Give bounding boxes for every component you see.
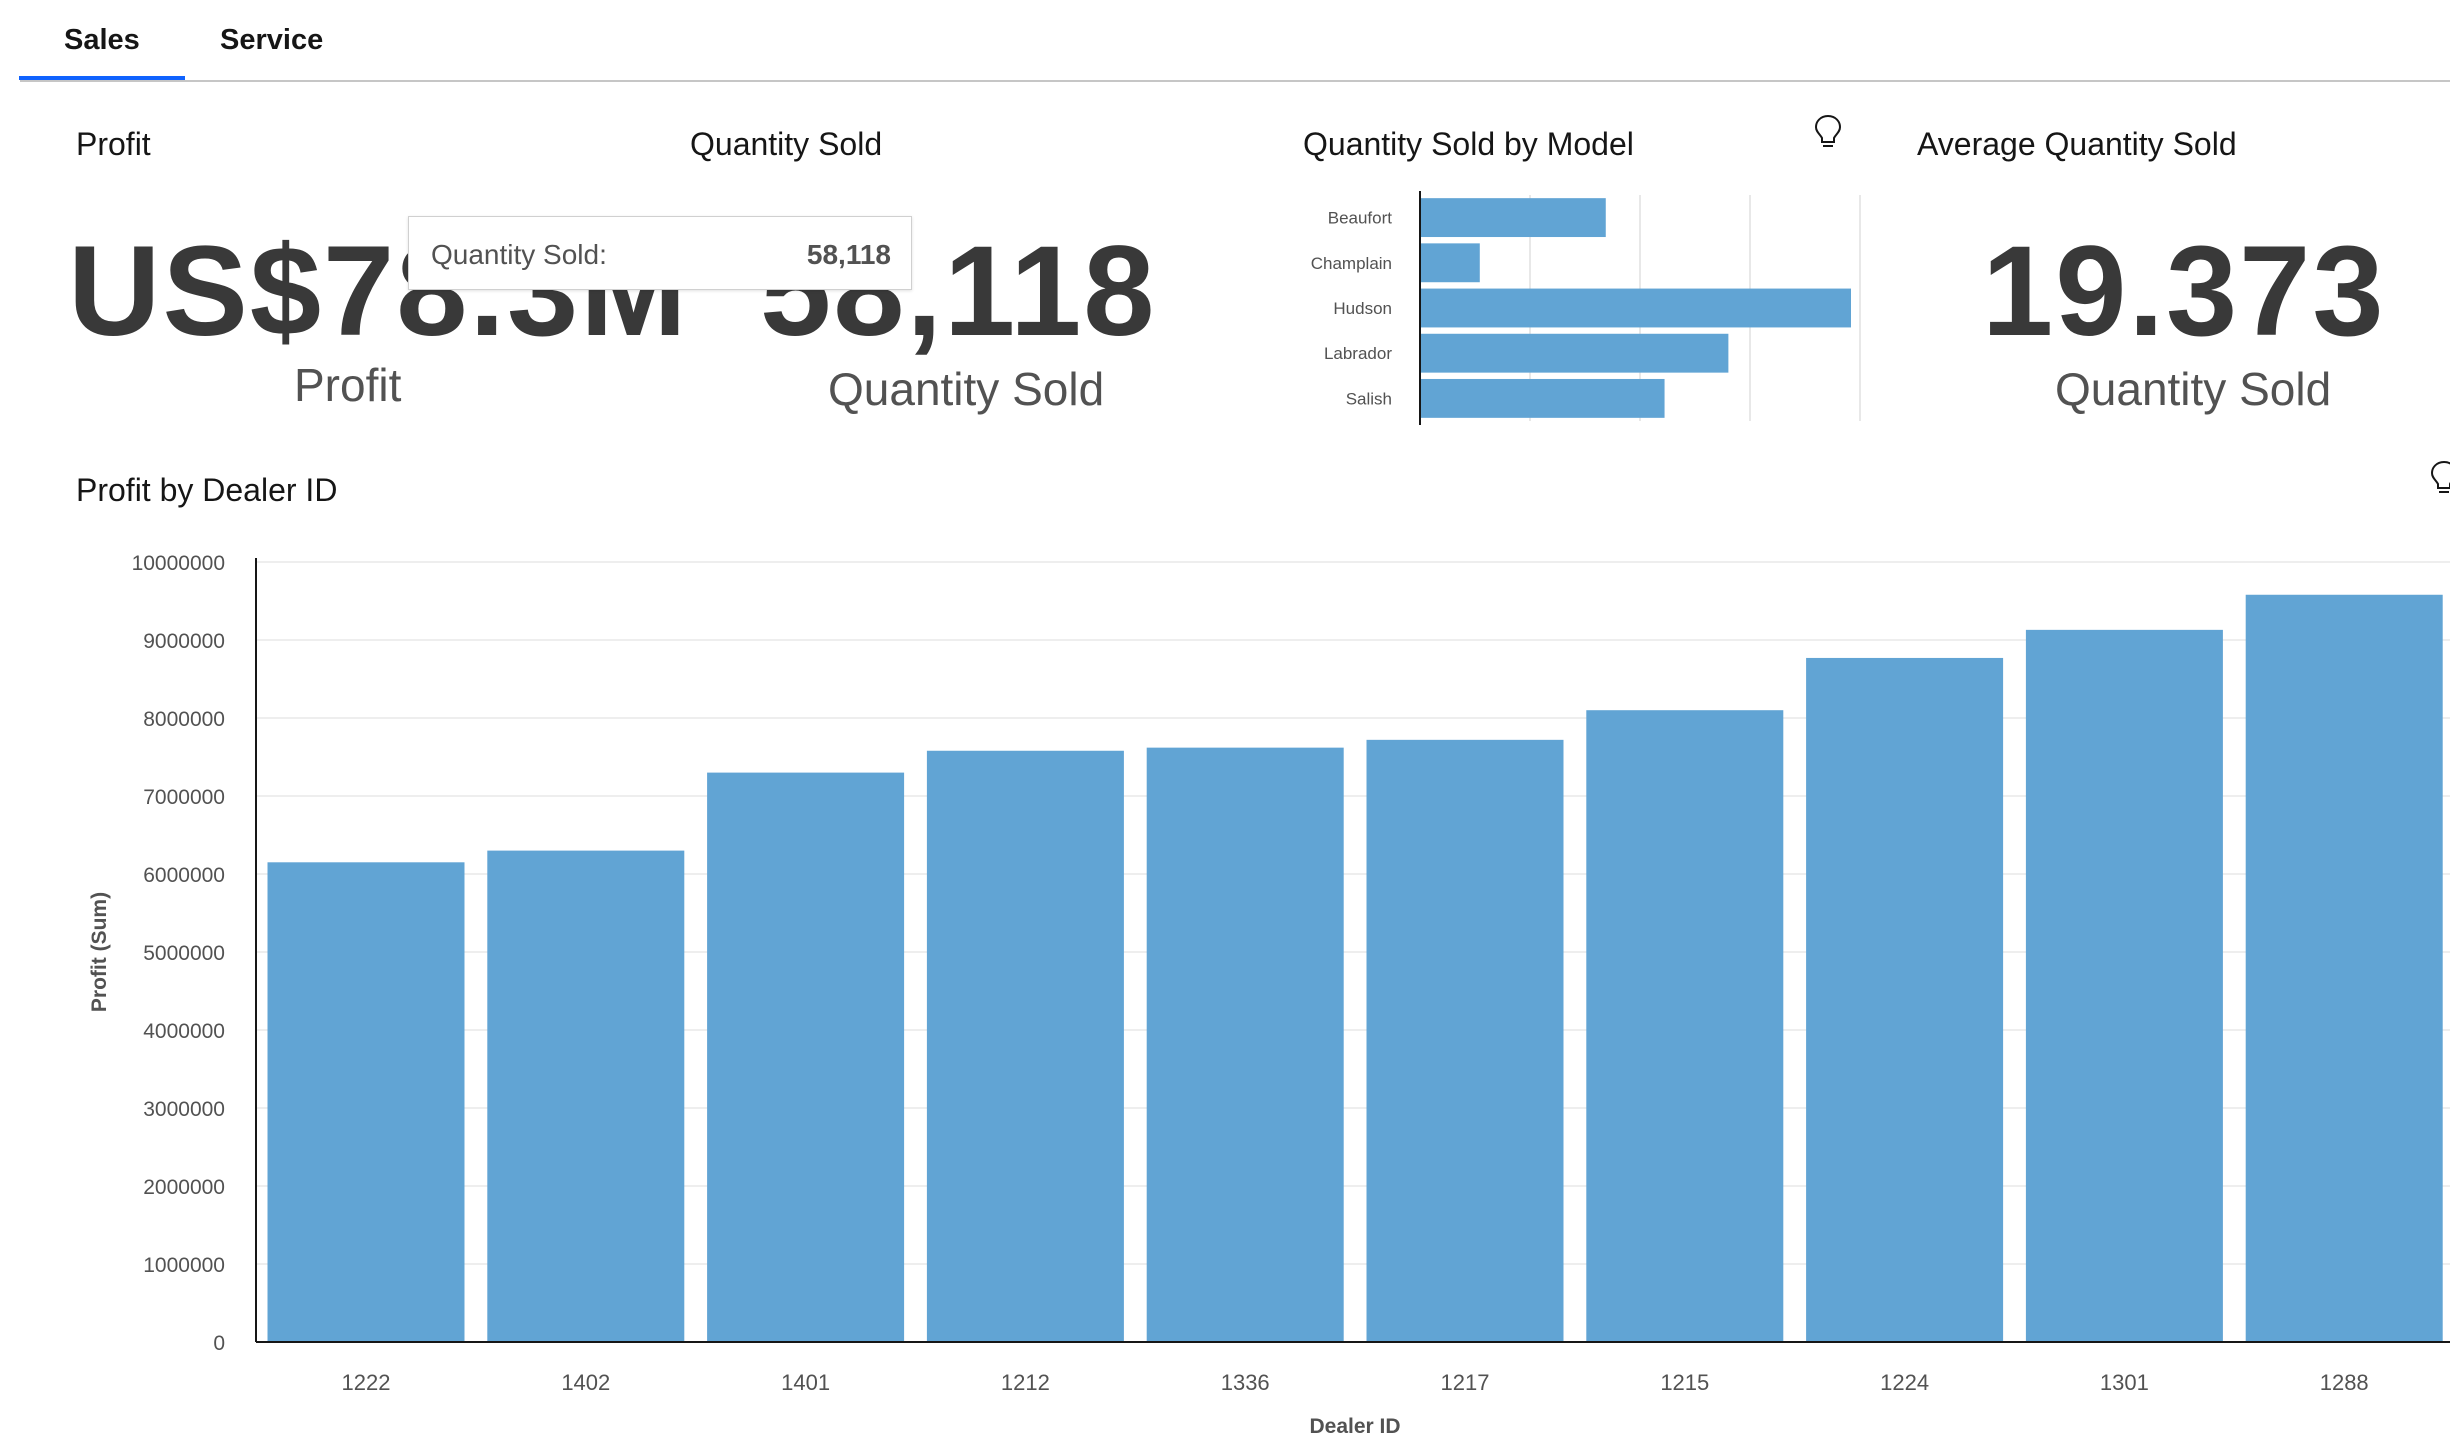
category-label: Hudson [1333,299,1392,318]
average-value: 19.373 [1982,220,2386,363]
y-tick-label: 7000000 [143,786,225,809]
x-tick-label: 1336 [1221,1370,1270,1395]
bar-beaufort [1421,198,1606,238]
by-model-card-title: Quantity Sold by Model [1303,126,1634,162]
tab-bar: Sales Service [19,0,2450,82]
lightbulb-icon[interactable] [2426,458,2450,498]
y-tick-label: 8000000 [143,708,225,731]
tooltip: Quantity Sold: 58,118 [408,216,912,290]
average-label: Quantity Sold [2055,363,2332,415]
category-label: Champlain [1311,254,1392,273]
profit-by-dealer-chart: 0 1000000 2000000 3000000 4000000 5000000 6000… [88,552,2450,1438]
y-tick-label: 4000000 [143,1020,225,1043]
bar-champlain [1421,243,1480,283]
bar-dealer-1217 [1366,739,1564,1342]
category-label: Salish [1346,389,1392,408]
profit-card-title: Profit [76,126,151,162]
x-tick-label: 1212 [1001,1370,1050,1395]
category-label: Labrador [1324,344,1392,363]
quantity-by-model-chart: Beaufort Champlain Hudson Labrador Salish [1311,191,1861,425]
y-tick-label: 2000000 [143,1176,225,1199]
x-tick-label: 1215 [1660,1370,1709,1395]
bar-dealer-1215 [1586,710,1784,1342]
bar-dealer-1402 [487,850,685,1342]
y-axis-title: Profit (Sum) [88,892,111,1012]
x-tick-label: 1288 [2320,1370,2369,1395]
bar-labrador [1421,333,1729,373]
y-tick-label: 5000000 [143,942,225,965]
x-tick-label: 1222 [342,1370,391,1395]
x-tick-label: 1402 [561,1370,610,1395]
bar-salish [1421,378,1665,418]
quantity-card-title: Quantity Sold [690,126,883,162]
tooltip-label: Quantity Sold: [431,239,607,270]
y-tick-label: 10000000 [132,552,225,575]
bar-dealer-1212 [926,750,1124,1342]
quantity-label: Quantity Sold [828,363,1105,415]
y-tick-label: 0 [213,1332,225,1355]
bar-dealer-1401 [707,772,905,1342]
dealer-card-title: Profit by Dealer ID [76,472,338,508]
bar-dealer-1301 [2025,629,2223,1342]
tooltip-value: 58,118 [806,239,891,270]
category-label: Beaufort [1328,209,1393,228]
y-tick-label: 9000000 [143,630,225,653]
x-tick-label: 1301 [2100,1370,2149,1395]
bar-dealer-1224 [1806,657,2004,1342]
tab-service[interactable]: Service [220,24,324,56]
y-tick-label: 6000000 [143,864,225,887]
y-tick-label: 1000000 [143,1254,225,1277]
bar-dealer-1222 [267,862,465,1342]
x-tick-label: 1224 [1880,1370,1929,1395]
y-tick-label: 3000000 [143,1098,225,1121]
bar-dealer-1288 [2245,594,2443,1342]
average-card-title: Average Quantity Sold [1917,126,2237,162]
tab-sales[interactable]: Sales [19,24,185,80]
bar-dealer-1336 [1146,747,1344,1342]
lightbulb-icon[interactable] [1810,112,1846,152]
x-axis-title: Dealer ID [1309,1415,1400,1438]
x-tick-label: 1401 [781,1370,830,1395]
profit-label: Profit [294,359,402,411]
x-tick-label: 1217 [1441,1370,1490,1395]
bar-hudson [1421,288,1851,328]
